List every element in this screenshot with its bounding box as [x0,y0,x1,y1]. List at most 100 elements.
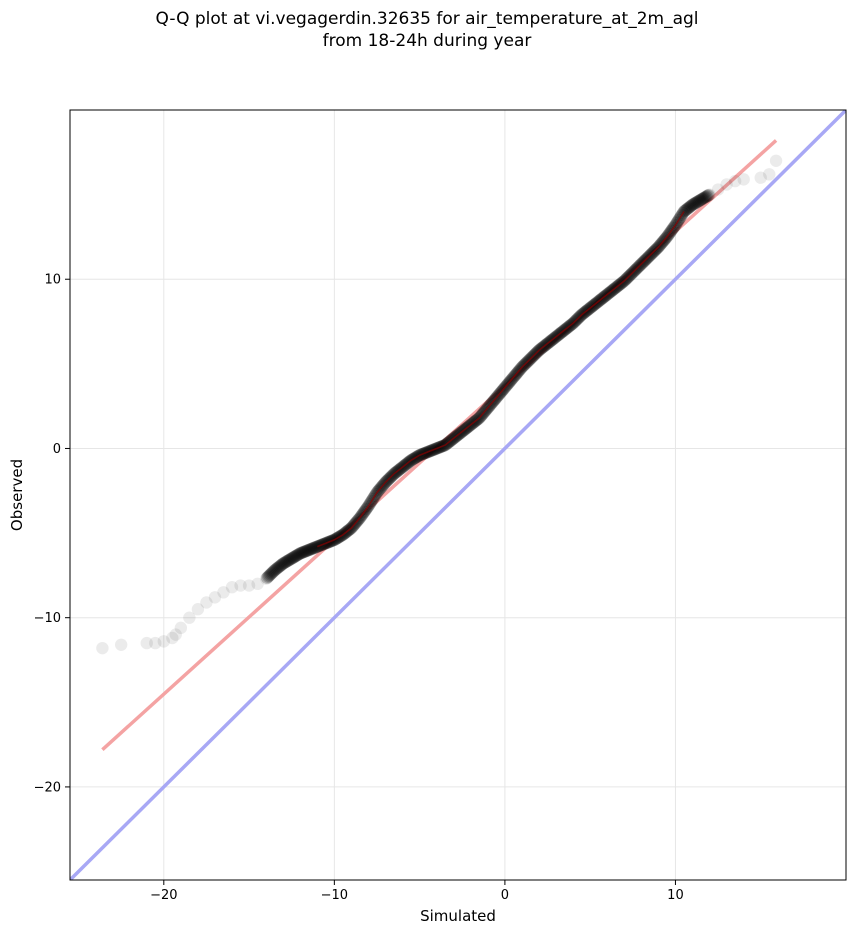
quantile-point-fill [700,190,713,203]
quantile-point-fill [690,196,703,209]
quantile-point-fill [299,545,312,558]
quantile-point-fill [290,549,304,562]
quantile-point-fill [288,550,302,563]
quantile-point-fill [685,199,698,212]
quantile-point-fill [689,196,702,210]
quantile-point-fill [292,547,306,561]
x-axis-label: Simulated [420,907,496,925]
quantile-point-fill [699,190,712,204]
quantile-point [294,547,307,560]
quantile-point-fill [284,552,297,566]
quantile-point-fill [301,544,314,557]
quantile-point-fill [693,194,707,207]
quantile-point [114,638,128,651]
quantile-point [183,611,196,624]
quantile-point-fill [298,545,311,558]
quantile-point-fill [306,542,320,555]
quantile-point [208,591,222,604]
quantile-point [711,183,725,196]
quantile-point-fill [310,540,323,554]
quantile-point [720,178,733,191]
quantile-point-fill [263,569,276,582]
quantile-point [242,579,256,592]
quantile-point [251,577,264,591]
reference-lines [70,110,846,880]
x-tick-label: 0 [501,888,509,903]
quantile-point-fill [295,546,308,560]
quantile-point-fill [682,201,695,215]
quantile-point-fill [303,543,317,556]
quantile-point-fill [269,563,282,576]
quantile-point-fill [289,549,303,563]
x-tick-label: −10 [321,888,348,903]
quantile-point-fill [300,544,313,558]
quantile-point-fill [688,197,701,210]
quantile-point-fill [270,562,283,575]
quantile-point [285,552,298,565]
quantile-point-fill [260,571,274,584]
chart-subtitle: from 18-24h during year [322,31,532,51]
quantile-point [311,540,324,553]
quantile-point [200,596,213,609]
quantile-point-fill [282,554,295,567]
quantile-point-fill [279,556,292,569]
inner-fit-line [317,211,685,548]
quantile-point-fill [265,567,278,580]
quantile-point [169,628,182,641]
y-tick-label: −20 [34,780,61,795]
fit-line [101,139,778,751]
quantile-point-fill [305,542,319,555]
quantile-point [686,198,699,211]
quantile-point-fill [692,194,706,208]
quantile-point-fill [271,561,285,574]
chart-title-line1: Q-Q plot at vi.vegagerdin.32635 for air_… [155,9,699,29]
quantile-point-fill [696,192,710,205]
quantile-point [225,581,239,594]
quantile-point [737,173,750,186]
x-axis-ticks: −20 −10 0 10 [150,880,684,903]
quantile-point-fill [684,200,697,213]
quantile-point [268,564,281,577]
quantile-point-fill [702,189,715,202]
identity-line [70,110,846,880]
quantile-point-fill [275,558,289,571]
y-axis-ticks: −20 −10 0 10 [34,273,70,795]
quantile-point [149,636,162,650]
quantile-point-fill [278,556,291,570]
quantile-point-fill [687,197,700,211]
quantile-point-fill [280,555,293,568]
quantile-point-fill [698,191,711,204]
quantile-points [96,154,783,655]
quantile-point-fill [262,570,275,583]
y-tick-label: −10 [34,611,61,626]
quantile-point-fill [267,565,280,578]
quantile-point-fill [266,566,279,579]
quantile-point-fill [296,546,309,559]
quantile-point [96,641,109,655]
quantile-point-fill [281,554,294,568]
y-tick-label: 0 [53,442,61,457]
plot-frame [69,109,847,881]
quantile-point-fill [683,201,696,214]
quantile-point [728,174,742,188]
grid [70,110,846,880]
quantile-point [276,557,290,570]
quantile-point [694,193,708,206]
quantile-point [769,154,783,167]
quantile-point-fill [308,541,322,554]
quantile-point-fill [287,550,301,564]
quantile-point [174,621,188,635]
quantile-point [259,572,273,585]
quantile-point [302,543,315,557]
quantile-point-fill [691,195,705,208]
quantile-point-fill [307,541,321,555]
x-tick-label: 10 [667,888,684,903]
quantile-point-fill [291,548,305,561]
quantile-point [754,171,767,184]
quantile-point-fill [273,559,287,573]
quantile-point [703,188,716,201]
quantile-point-fill [304,542,318,556]
y-tick-label: 10 [44,273,61,288]
quantile-point-fill [297,545,310,559]
